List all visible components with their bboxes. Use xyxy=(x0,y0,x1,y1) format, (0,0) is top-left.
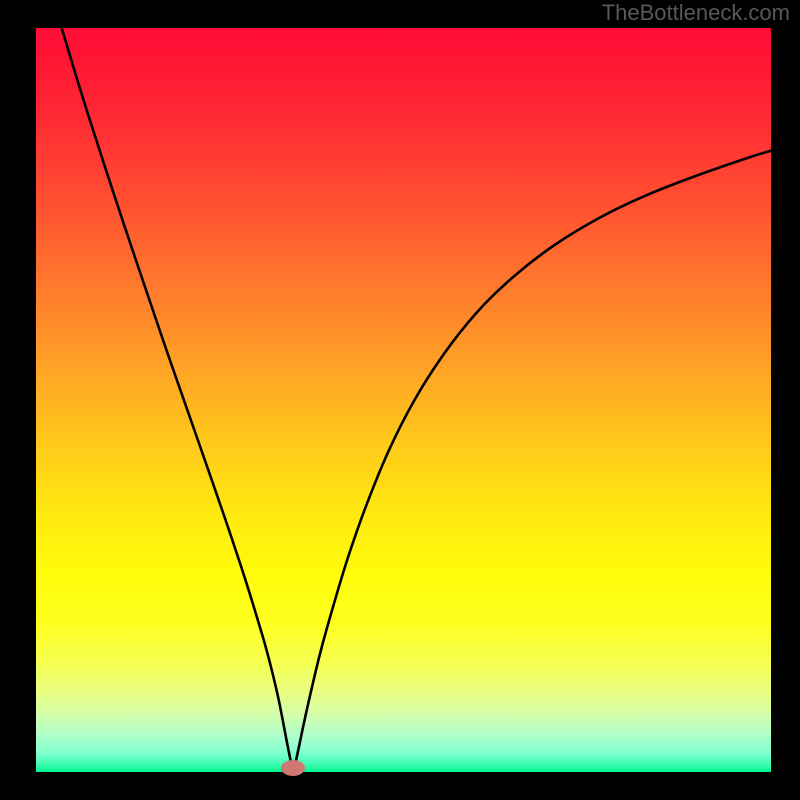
watermark-text: TheBottleneck.com xyxy=(602,0,790,26)
bottleneck-curve xyxy=(36,28,771,772)
optimal-point-marker xyxy=(281,760,305,776)
plot-area xyxy=(36,28,771,772)
chart-container: TheBottleneck.com xyxy=(0,0,800,800)
